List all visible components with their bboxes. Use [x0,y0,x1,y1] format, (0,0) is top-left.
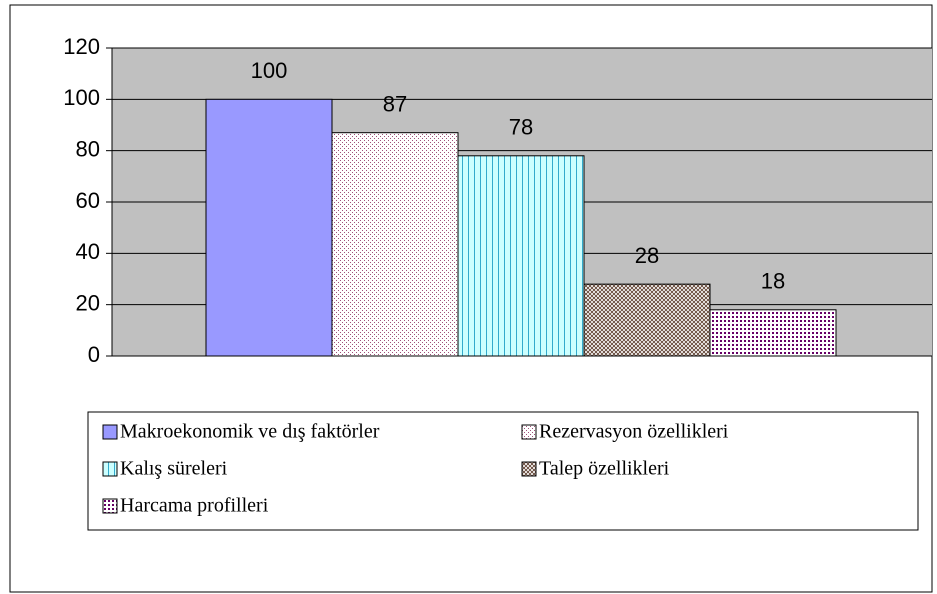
bar [205,98,333,357]
y-tick-label: 20 [76,290,100,315]
bar [583,283,711,357]
y-tick-label: 0 [88,342,100,367]
data-label: 28 [635,243,659,268]
y-tick-label: 80 [76,136,100,161]
legend-label: Harcama profilleri [120,495,269,517]
y-tick-label: 60 [76,188,100,213]
legend-label: Rezervasyon özellikleri [539,421,729,443]
y-tick-label: 120 [63,34,100,59]
legend-swatch [102,498,118,514]
bar [709,309,837,357]
y-tick-label: 100 [63,85,100,110]
legend-swatch [521,424,537,440]
data-label: 100 [251,58,288,83]
legend-swatch [102,461,118,477]
legend-label: Makroekonomik ve dış faktörler [120,421,380,443]
bar [457,155,585,357]
y-tick-label: 40 [76,239,100,264]
data-label: 18 [761,269,785,294]
legend-swatch [102,424,118,440]
data-label: 87 [383,92,407,117]
bar [331,132,459,357]
legend-swatch [521,461,537,477]
legend-label: Talep özellikleri [539,458,670,480]
data-label: 78 [509,115,533,140]
legend [87,411,919,531]
legend-label: Kalış süreleri [120,458,228,480]
